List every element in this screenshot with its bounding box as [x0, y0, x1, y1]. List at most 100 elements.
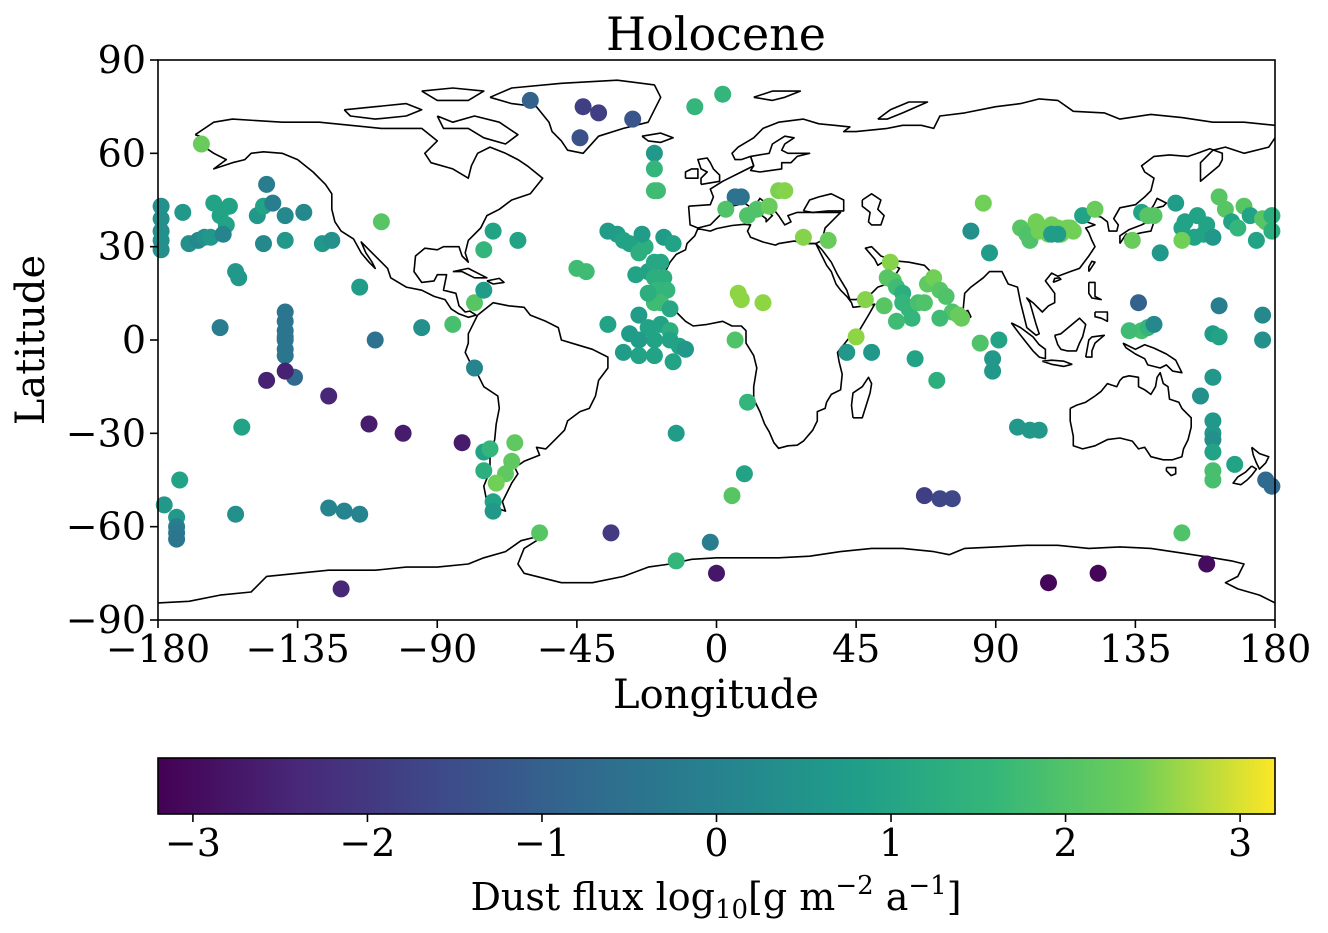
data-point-168: [931, 309, 949, 327]
data-point-163: [915, 294, 933, 312]
data-point-115: [645, 331, 663, 349]
y-tick-label: 60: [98, 131, 146, 175]
data-point-54: [320, 499, 338, 517]
data-point-236: [1204, 368, 1222, 386]
data-point-64: [509, 231, 527, 249]
coastline-38: [157, 535, 1276, 604]
coastline-28: [1010, 322, 1047, 360]
data-point-176: [990, 331, 1008, 349]
data-point-83: [571, 129, 589, 147]
data-point-58: [413, 319, 431, 337]
x-tick-label: −180: [106, 627, 210, 671]
data-point-122: [630, 347, 648, 365]
data-point-94: [577, 263, 595, 281]
data-point-127: [664, 235, 682, 253]
data-point-202: [1086, 200, 1104, 218]
colorbar-tick-label: −3: [165, 821, 221, 865]
y-tick-label: 30: [98, 225, 146, 269]
data-point-124: [664, 353, 682, 371]
coastline-16: [802, 193, 845, 214]
data-point-136: [717, 200, 735, 218]
data-point-40: [258, 371, 276, 389]
data-point-89: [686, 98, 704, 116]
y-tick-label: 0: [122, 318, 146, 362]
coastline-7: [486, 277, 505, 285]
data-point-254: [1040, 574, 1057, 592]
coastline-37: [877, 101, 929, 120]
data-point-52: [168, 530, 186, 548]
data-point-62: [475, 241, 493, 259]
data-point-174: [984, 362, 1002, 380]
data-point-10: [205, 194, 223, 212]
data-point-242: [1204, 471, 1222, 489]
coastline-12: [821, 137, 1276, 337]
data-point-5: [174, 203, 192, 221]
data-point-16: [230, 269, 248, 287]
data-point-239: [1204, 431, 1222, 449]
data-point-128: [633, 225, 651, 243]
data-point-47: [227, 505, 245, 523]
data-point-179: [981, 244, 998, 262]
data-point-88: [649, 182, 666, 200]
data-point-138: [760, 197, 778, 215]
data-point-235: [1210, 297, 1228, 315]
data-point-86: [645, 160, 663, 178]
coastline-3: [436, 115, 519, 145]
data-point-82: [590, 104, 608, 122]
y-tick-label: −30: [66, 411, 146, 455]
x-tick-label: −135: [245, 627, 349, 671]
data-point-171: [875, 297, 893, 315]
data-point-18: [192, 135, 210, 153]
data-point-211: [1145, 315, 1163, 333]
colorbar-ticks: −3 −2 −1 0 1 2 3: [165, 814, 1252, 865]
data-point-21: [258, 175, 276, 193]
coastlines: [157, 79, 1276, 604]
coastline-18: [850, 376, 873, 419]
data-point-85: [645, 144, 663, 162]
x-axis-title: Longitude: [613, 672, 819, 718]
coastline-25: [1088, 281, 1102, 301]
data-point-173: [971, 334, 989, 352]
coastline-19: [815, 243, 823, 251]
colorbar-label-sub: 10: [715, 895, 748, 925]
coastline-13: [688, 98, 1276, 207]
data-points: [152, 85, 1281, 598]
chart-title: Holocene: [606, 7, 826, 61]
data-point-253: [943, 490, 961, 508]
data-point-247: [1254, 306, 1272, 324]
data-point-148: [847, 328, 865, 346]
coastline-10: [684, 168, 699, 179]
data-point-248: [1254, 331, 1272, 349]
y-tick-label: −90: [66, 598, 146, 642]
data-point-146: [726, 331, 744, 349]
data-point-206: [1145, 207, 1163, 225]
coastline-2: [489, 79, 662, 155]
colorbar-tick-label: −1: [514, 821, 570, 865]
data-point-75: [531, 524, 549, 542]
data-point-61: [475, 281, 493, 299]
data-point-200: [1043, 225, 1061, 243]
colorbar: [157, 757, 1276, 815]
data-point-24: [276, 207, 294, 225]
data-point-131: [735, 465, 753, 483]
coastline-15: [861, 193, 885, 226]
coastline-30: [1084, 334, 1106, 358]
coastline-31: [1122, 342, 1183, 374]
data-point-55: [335, 502, 353, 520]
data-point-72: [487, 474, 505, 492]
data-point-125: [614, 343, 632, 361]
coastline-9: [697, 157, 721, 186]
data-point-59: [444, 315, 462, 333]
data-point-44: [394, 424, 412, 442]
x-tick-label: 135: [1099, 627, 1172, 671]
data-point-45: [453, 434, 471, 452]
data-point-246: [1263, 477, 1281, 495]
x-tick-label: 90: [972, 627, 1020, 671]
data-point-175: [984, 350, 1002, 368]
data-point-208: [1130, 294, 1147, 312]
data-point-212: [1120, 322, 1138, 340]
data-point-250: [1198, 555, 1216, 573]
data-point-150: [863, 343, 881, 361]
y-tick-label: −60: [66, 505, 146, 549]
